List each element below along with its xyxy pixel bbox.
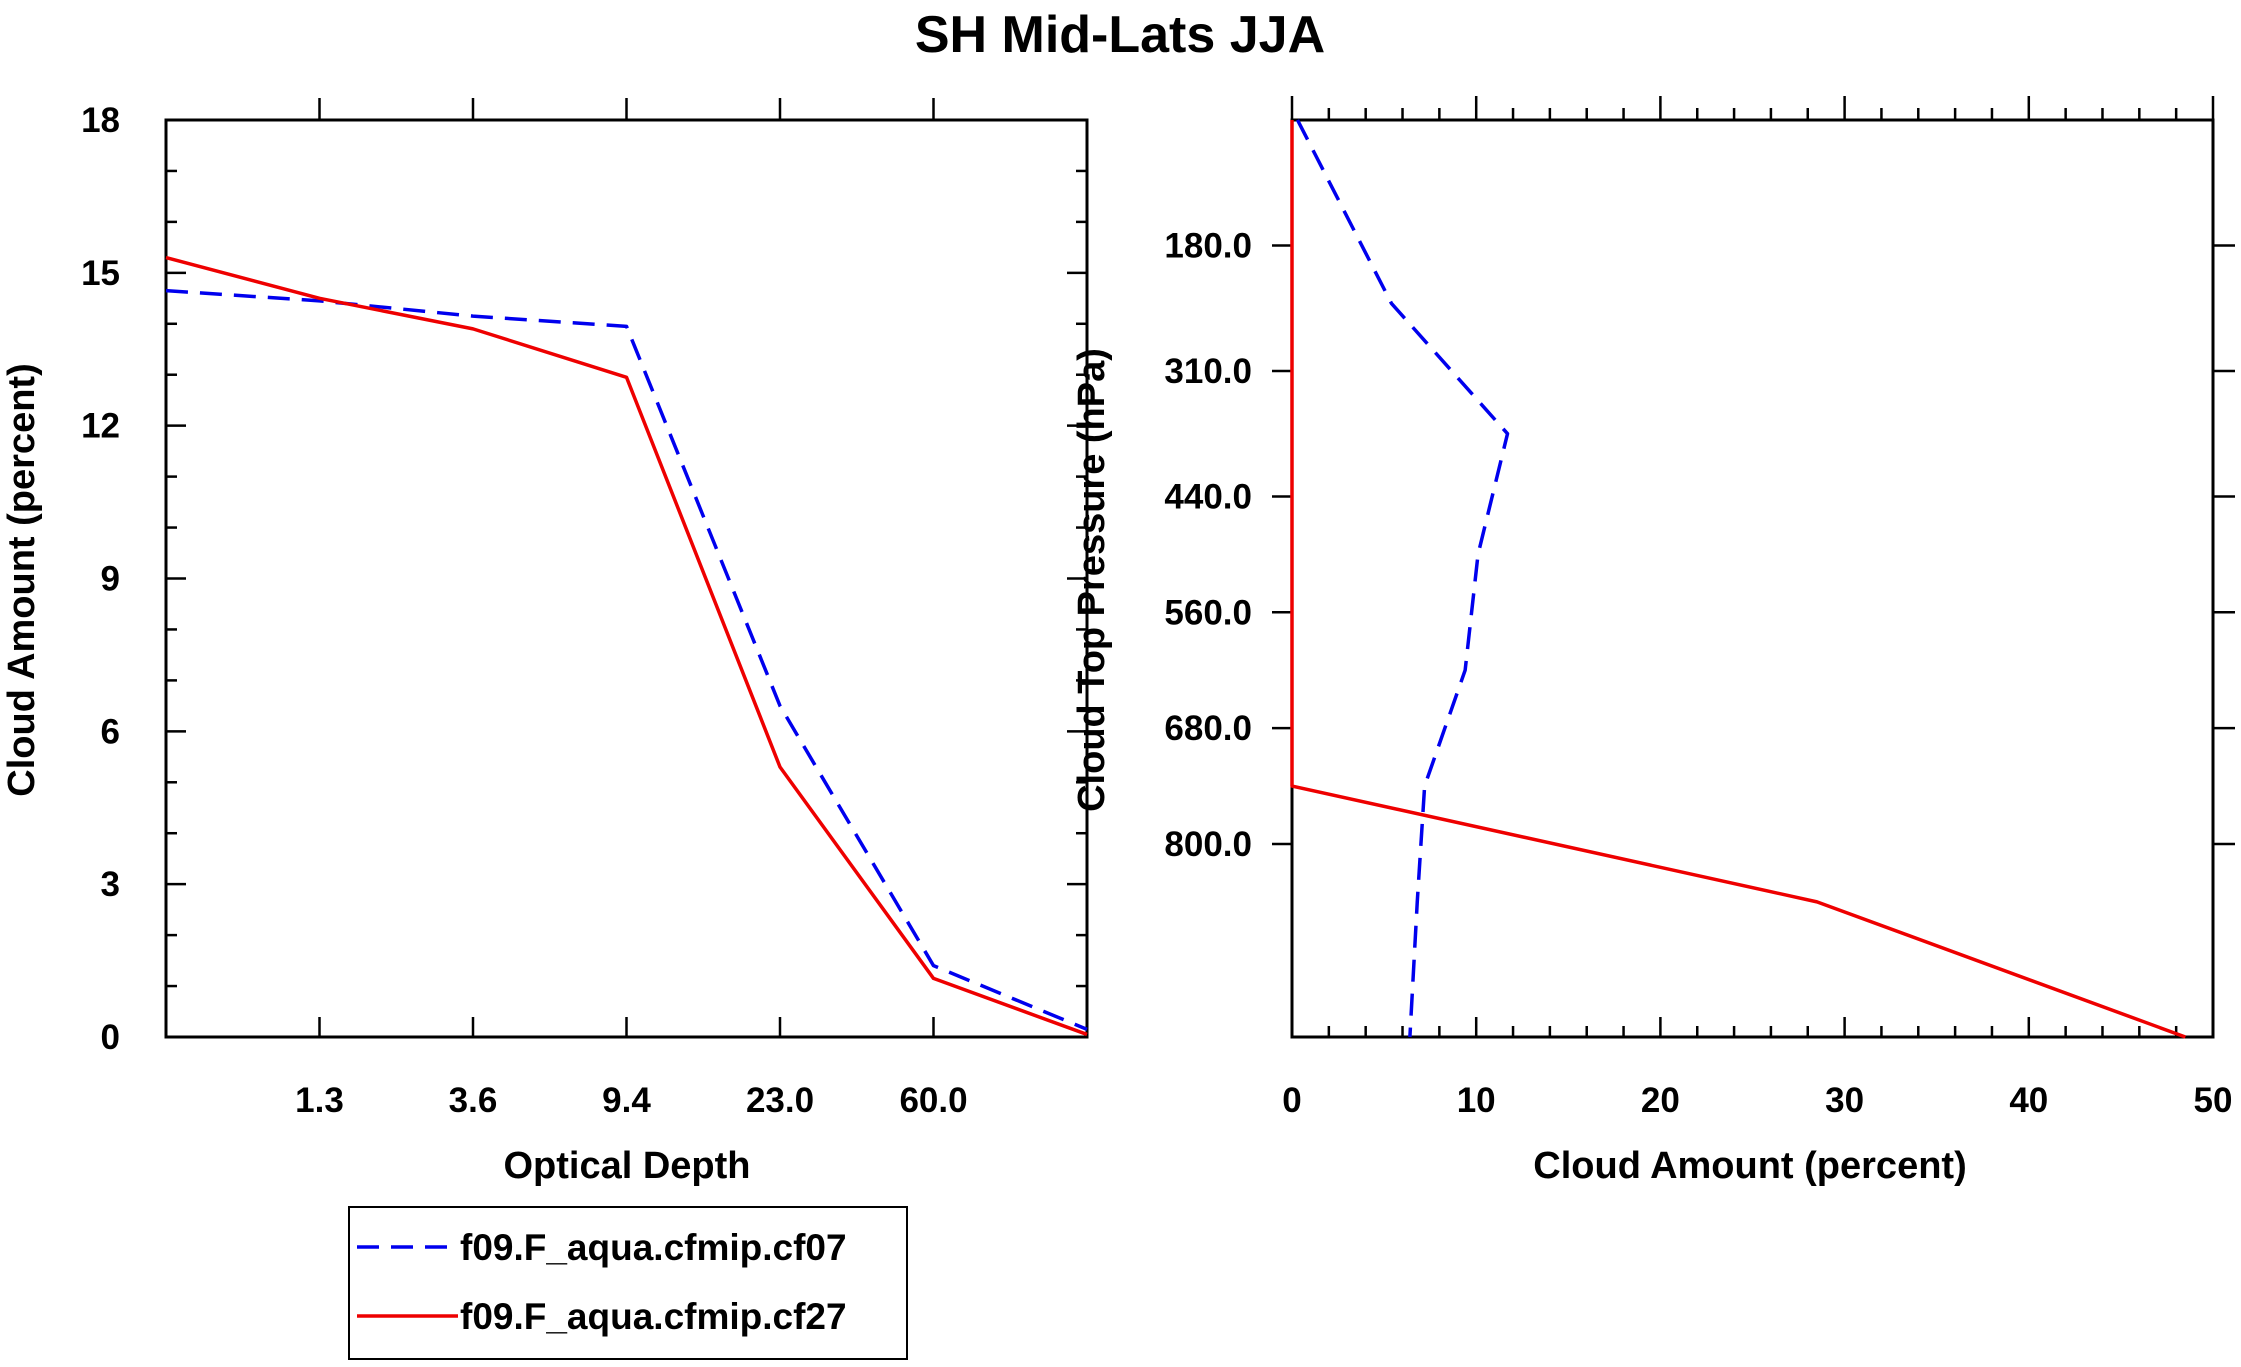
- right-x-tick-label: 0: [1282, 1081, 1301, 1120]
- chart-title: SH Mid-Lats JJA: [915, 6, 1325, 64]
- left-y-axis-label: Cloud Amount (percent): [1, 363, 43, 796]
- right-y-tick-label: 440.0: [1164, 477, 1252, 516]
- right-series-f09.F_aqua.cfmip.cf07: [1295, 119, 1510, 1038]
- left-y-tick-label: 9: [101, 560, 120, 599]
- right-series-f09.F_aqua.cfmip.cf27: [1290, 120, 2186, 1039]
- right-x-axis-label: Cloud Amount (percent): [1533, 1145, 1966, 1187]
- right-x-tick-label: 40: [2009, 1081, 2048, 1120]
- left-x-tick-label: 23.0: [746, 1081, 814, 1120]
- legend-label-cf27: f09.F_aqua.cfmip.cf27: [460, 1296, 847, 1337]
- left-y-tick-label: 18: [81, 101, 120, 140]
- left-y-tick-label: 6: [101, 712, 120, 751]
- left-x-axis-label: Optical Depth: [503, 1145, 750, 1187]
- left-y-tick-label: 3: [101, 865, 120, 904]
- legend-box: [348, 1206, 908, 1360]
- right-x-tick-label: 50: [2194, 1081, 2233, 1120]
- legend: f09.F_aqua.cfmip.cf07 f09.F_aqua.cfmip.c…: [348, 1206, 908, 1360]
- cloud-top-pressure-panel: Cloud Amount (percent) Cloud Top Pressur…: [1071, 96, 2235, 1187]
- left-x-tick-label: 1.3: [295, 1081, 344, 1120]
- left-series-f09.F_aqua.cfmip.cf07: [165, 288, 1088, 1031]
- right-y-tick-label: 560.0: [1164, 593, 1252, 632]
- right-y-tick-label: 310.0: [1164, 352, 1252, 391]
- right-y-tick-label: 180.0: [1164, 226, 1252, 265]
- right-y-tick-label: 800.0: [1164, 825, 1252, 864]
- left-x-tick-label: 60.0: [899, 1081, 967, 1120]
- left-plot-frame: [164, 118, 1089, 1039]
- optical-depth-panel: Optical Depth Cloud Amount (percent) 0 3 6…: [1, 98, 1089, 1187]
- left-x-tick-label: 3.6: [449, 1081, 498, 1120]
- right-x-tick-label: 20: [1641, 1081, 1680, 1120]
- right-x-tick-label: 30: [1825, 1081, 1864, 1120]
- right-x-tick-label: 10: [1457, 1081, 1496, 1120]
- left-x-tick-label: 9.4: [602, 1081, 651, 1120]
- left-y-tick-label: 12: [81, 407, 120, 446]
- right-plot-frame: [1290, 118, 2215, 1039]
- legend-label-cf07: f09.F_aqua.cfmip.cf07: [460, 1227, 847, 1268]
- right-y-tick-label: 680.0: [1164, 709, 1252, 748]
- left-y-tick-label: 15: [81, 254, 120, 293]
- left-series-f09.F_aqua.cfmip.cf27: [165, 255, 1088, 1037]
- right-y-axis-label: Cloud Top Pressure (hPa): [1071, 348, 1113, 812]
- left-y-tick-label: 0: [101, 1018, 120, 1057]
